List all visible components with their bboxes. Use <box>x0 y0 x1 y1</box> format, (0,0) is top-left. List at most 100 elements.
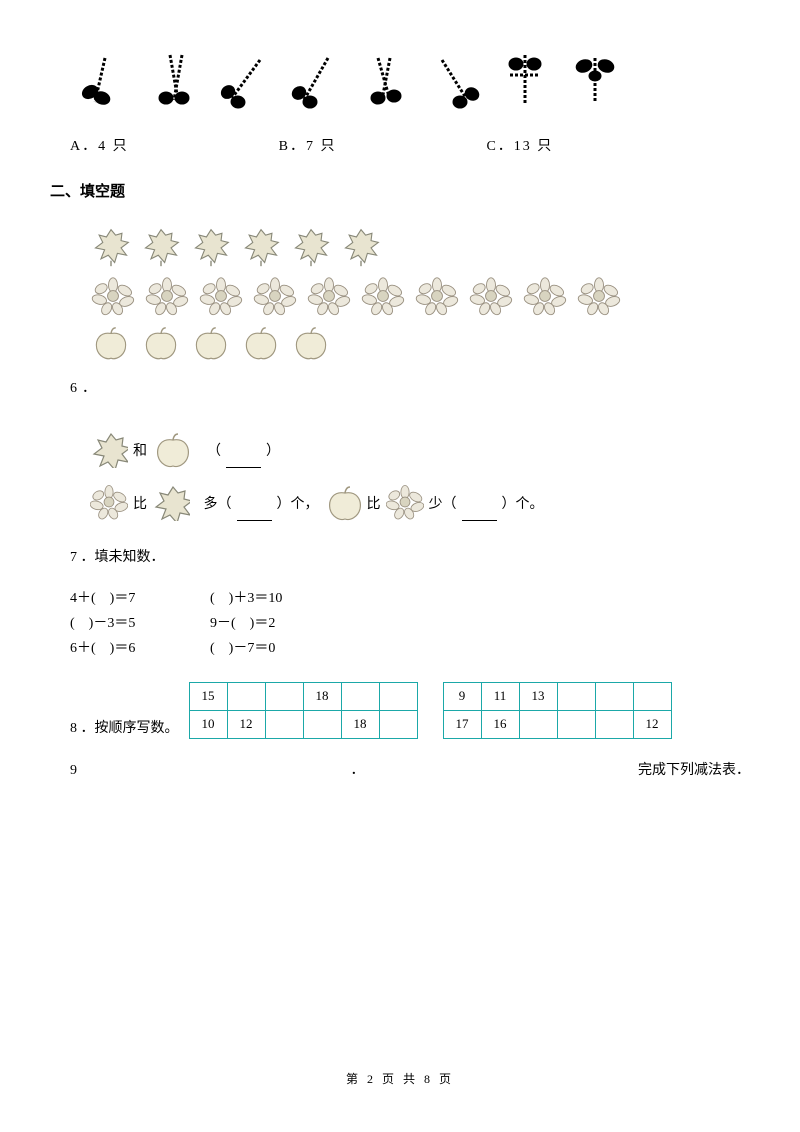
table-cell: 17 <box>443 710 481 738</box>
equation: ( )－3＝5 <box>70 611 210 636</box>
dragonfly-icon <box>360 50 410 115</box>
table-row: 101218 <box>189 710 417 738</box>
table-cell[interactable] <box>265 710 303 738</box>
dragonfly-icon <box>500 50 550 115</box>
q6-dot: ． <box>82 377 96 405</box>
table-cell[interactable] <box>519 710 557 738</box>
more-suffix: ）个， <box>277 493 319 521</box>
option-b: B．7 只 <box>279 135 337 155</box>
table-row: 171612 <box>443 710 671 738</box>
table-cell[interactable] <box>379 682 417 710</box>
flower-icon <box>198 276 244 316</box>
table-row: 91113 <box>443 682 671 710</box>
table-cell: 13 <box>519 682 557 710</box>
q9-text: 完成下列减法表． <box>638 759 750 779</box>
flower-icon <box>468 276 514 316</box>
table-cell: 16 <box>481 710 519 738</box>
leaf-icon <box>90 430 128 468</box>
leaf-icon <box>90 226 132 268</box>
blank-field[interactable] <box>226 454 261 468</box>
table-cell[interactable] <box>303 710 341 738</box>
table-cell: 15 <box>189 682 227 710</box>
q6-and-line: 和 （ ） <box>50 430 750 468</box>
tables-wrap: 1518101218 91113171612 <box>189 682 672 739</box>
table-cell[interactable] <box>265 682 303 710</box>
less-text: 少（ <box>429 493 457 521</box>
table-cell[interactable] <box>557 682 595 710</box>
apple-icon <box>240 324 282 362</box>
table-cell[interactable] <box>595 710 633 738</box>
option-c: C．13 只 <box>486 135 553 155</box>
apple-icon <box>290 324 332 362</box>
leaf-icon <box>190 226 232 268</box>
table-cell: 9 <box>443 682 481 710</box>
dragonfly-icon <box>570 50 620 115</box>
apple-icon <box>152 430 190 468</box>
dragonfly-image-row <box>50 50 750 115</box>
less-suffix: ）个。 <box>502 493 544 521</box>
question-8: 8 ．按顺序写数。 1518101218 91113171612 <box>50 682 750 739</box>
question-7: 7 ．填未知数． 4＋( )＝7( )＋3＝10( )－3＝59－( )＝26＋… <box>50 546 750 662</box>
table-row: 1518 <box>189 682 417 710</box>
table-cell[interactable] <box>595 682 633 710</box>
and-text: 和 <box>133 440 147 468</box>
table-cell[interactable] <box>379 710 417 738</box>
leaf-icon <box>340 226 382 268</box>
q7-title: 7 ．填未知数． <box>70 546 750 566</box>
q8-label: 8 ．按顺序写数。 <box>50 717 179 739</box>
table-cell: 10 <box>189 710 227 738</box>
compare-text: 比 <box>133 493 147 521</box>
sequence-table-2: 91113171612 <box>443 682 672 739</box>
flower-icon <box>306 276 352 316</box>
table-cell: 18 <box>341 710 379 738</box>
apple-icon <box>90 324 132 362</box>
flower-icon <box>386 483 424 521</box>
dragonfly-icon <box>430 50 480 115</box>
table-cell: 11 <box>481 682 519 710</box>
equation: 6＋( )＝6 <box>70 636 210 661</box>
dragonfly-icon <box>150 50 200 115</box>
equation: ( )－7＝0 <box>210 636 350 661</box>
sequence-table-1: 1518101218 <box>189 682 418 739</box>
answer-options: A．4 只 B．7 只 C．13 只 <box>50 135 750 155</box>
table-cell: 18 <box>303 682 341 710</box>
equation-row: 6＋( )＝6( )－7＝0 <box>70 636 750 661</box>
blank-field[interactable] <box>237 507 272 521</box>
q9-number: 9 <box>70 763 77 779</box>
equation-row: 4＋( )＝7( )＋3＝10 <box>70 586 750 611</box>
flower-icon <box>144 276 190 316</box>
apple-row <box>90 324 750 362</box>
leaf-row <box>90 226 750 268</box>
leaf-icon <box>152 483 190 521</box>
more-text: 多（ <box>204 493 232 521</box>
table-cell[interactable] <box>227 682 265 710</box>
dragonfly-icon <box>290 50 340 115</box>
flower-icon <box>90 276 136 316</box>
page-footer: 第 2 页 共 8 页 <box>0 1070 800 1087</box>
q6-number-line: 6 ． <box>50 377 750 405</box>
q6-icon-area <box>50 226 750 362</box>
leaf-icon <box>140 226 182 268</box>
equation-grid: 4＋( )＝7( )＋3＝10( )－3＝59－( )＝26＋( )＝6( )－… <box>70 586 750 662</box>
table-cell[interactable] <box>341 682 379 710</box>
table-cell[interactable] <box>633 682 671 710</box>
flower-icon <box>252 276 298 316</box>
table-cell[interactable] <box>557 710 595 738</box>
flower-icon <box>576 276 622 316</box>
equation: ( )＋3＝10 <box>210 586 350 611</box>
flower-icon <box>522 276 568 316</box>
paren-close: ） <box>266 440 280 468</box>
section-2-title: 二、填空题 <box>50 180 750 201</box>
equation-row: ( )－3＝59－( )＝2 <box>70 611 750 636</box>
leaf-icon <box>240 226 282 268</box>
blank-field[interactable] <box>462 507 497 521</box>
dragonfly-icon <box>80 50 130 115</box>
dragonfly-icon <box>220 50 270 115</box>
option-a: A．4 只 <box>70 135 129 155</box>
apple-icon <box>140 324 182 362</box>
q6-compare-line: 比 多（ ）个， 比 少（ ）个。 <box>50 483 750 521</box>
q6-number: 6 <box>70 381 77 405</box>
compare-text: 比 <box>367 493 381 521</box>
apple-icon <box>324 483 362 521</box>
question-9: 9 ． 完成下列减法表． <box>50 759 750 779</box>
